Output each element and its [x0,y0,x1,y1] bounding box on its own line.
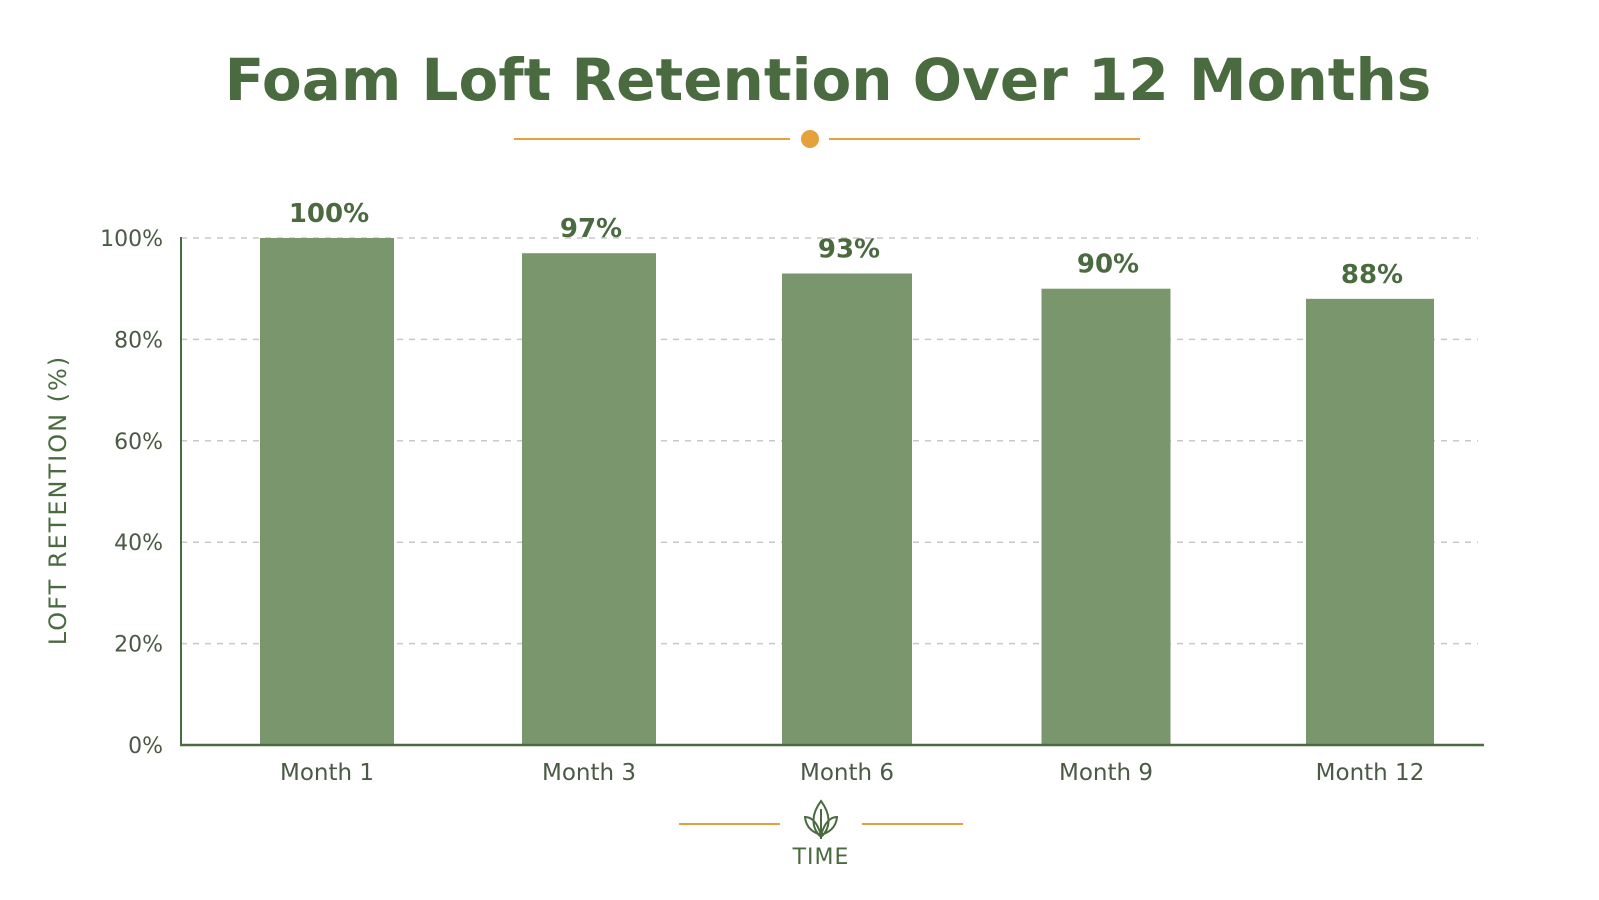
x-category-label: Month 6 [800,760,894,786]
bar-value-label: 97% [560,214,622,244]
y-tick-label: 0% [128,734,163,759]
bar [522,253,656,745]
leaf-icon-center [812,799,830,839]
x-axis-label: TIME [792,845,850,870]
x-category-label: Month 1 [280,760,374,786]
y-tick-label: 80% [114,328,163,353]
y-tick-label: 100% [100,227,163,252]
bar [1306,298,1434,745]
title-divider [514,130,1140,148]
bar [1041,288,1171,745]
x-category-label: Month 3 [542,760,636,786]
y-axis-label: LOFT RETENTION (%) [44,355,72,645]
bar [260,238,394,745]
bar-value-label: 93% [818,234,880,264]
bars [260,238,1434,745]
y-tick-label: 60% [114,430,163,455]
y-tick-label: 40% [114,531,163,556]
bar-value-label: 100% [289,199,369,229]
chart-title: Foam Loft Retention Over 12 Months [225,46,1432,114]
x-axis-divider [679,799,963,839]
leaf-icon [803,799,839,839]
y-axis-ticks: 0% 20% 40% 60% 80% 100% [100,227,163,759]
x-axis-categories: Month 1 Month 3 Month 6 Month 9 Month 12 [280,760,1424,786]
y-tick-label: 20% [114,633,163,658]
bar-value-label: 90% [1077,250,1139,280]
x-category-label: Month 12 [1316,760,1425,786]
value-labels: 100% 97% 93% 90% 88% [289,199,1403,290]
bar-value-label: 88% [1341,260,1403,290]
x-category-label: Month 9 [1059,760,1153,786]
title-divider-dot [801,130,819,148]
bar [782,273,912,745]
leaf-icon-right [819,815,839,837]
leaf-icon-left [803,815,823,837]
